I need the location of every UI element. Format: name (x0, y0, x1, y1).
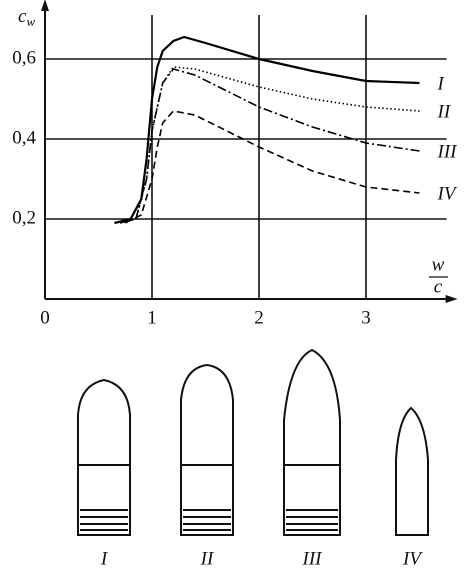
series-label: I (437, 73, 446, 94)
series-line (124, 110, 420, 224)
bullet-label: II (200, 548, 215, 569)
x-label-numerator: w (432, 254, 445, 275)
y-axis-label: cw (18, 6, 35, 29)
series-line (119, 66, 420, 224)
series-label: IV (437, 183, 458, 204)
x-label-denominator: c (434, 276, 443, 297)
bullet-label: I (100, 548, 109, 569)
series-line (119, 68, 420, 224)
bullet-label: III (302, 548, 324, 569)
series-label: III (437, 141, 459, 162)
bullet-i-body (77, 464, 131, 536)
y-axis-arrow (41, 0, 49, 11)
x-tick-label: 2 (254, 307, 264, 328)
bullet-iii-nose (283, 348, 341, 465)
bullet-iv (395, 406, 429, 536)
bullet-iii-body (283, 464, 341, 536)
x-tick-label: 3 (361, 307, 371, 328)
bullet-ii-nose (180, 363, 234, 465)
bullet-label: IV (402, 548, 423, 569)
y-label-sub: w (26, 14, 35, 29)
x-tick-label: 1 (147, 307, 157, 328)
bullet-i-nose (77, 378, 131, 465)
x-axis-arrow (445, 295, 458, 303)
x-tick-label: 0 (40, 307, 50, 328)
y-tick-label: 0,4 (12, 127, 36, 148)
bullet-ii-body (180, 464, 234, 536)
y-tick-label: 0,6 (12, 47, 36, 68)
y-tick-label: 0,2 (12, 207, 36, 228)
series-label: II (437, 101, 452, 122)
series-line (114, 35, 420, 225)
bullet-drawings (77, 348, 429, 536)
y-label-main: c (18, 6, 27, 27)
